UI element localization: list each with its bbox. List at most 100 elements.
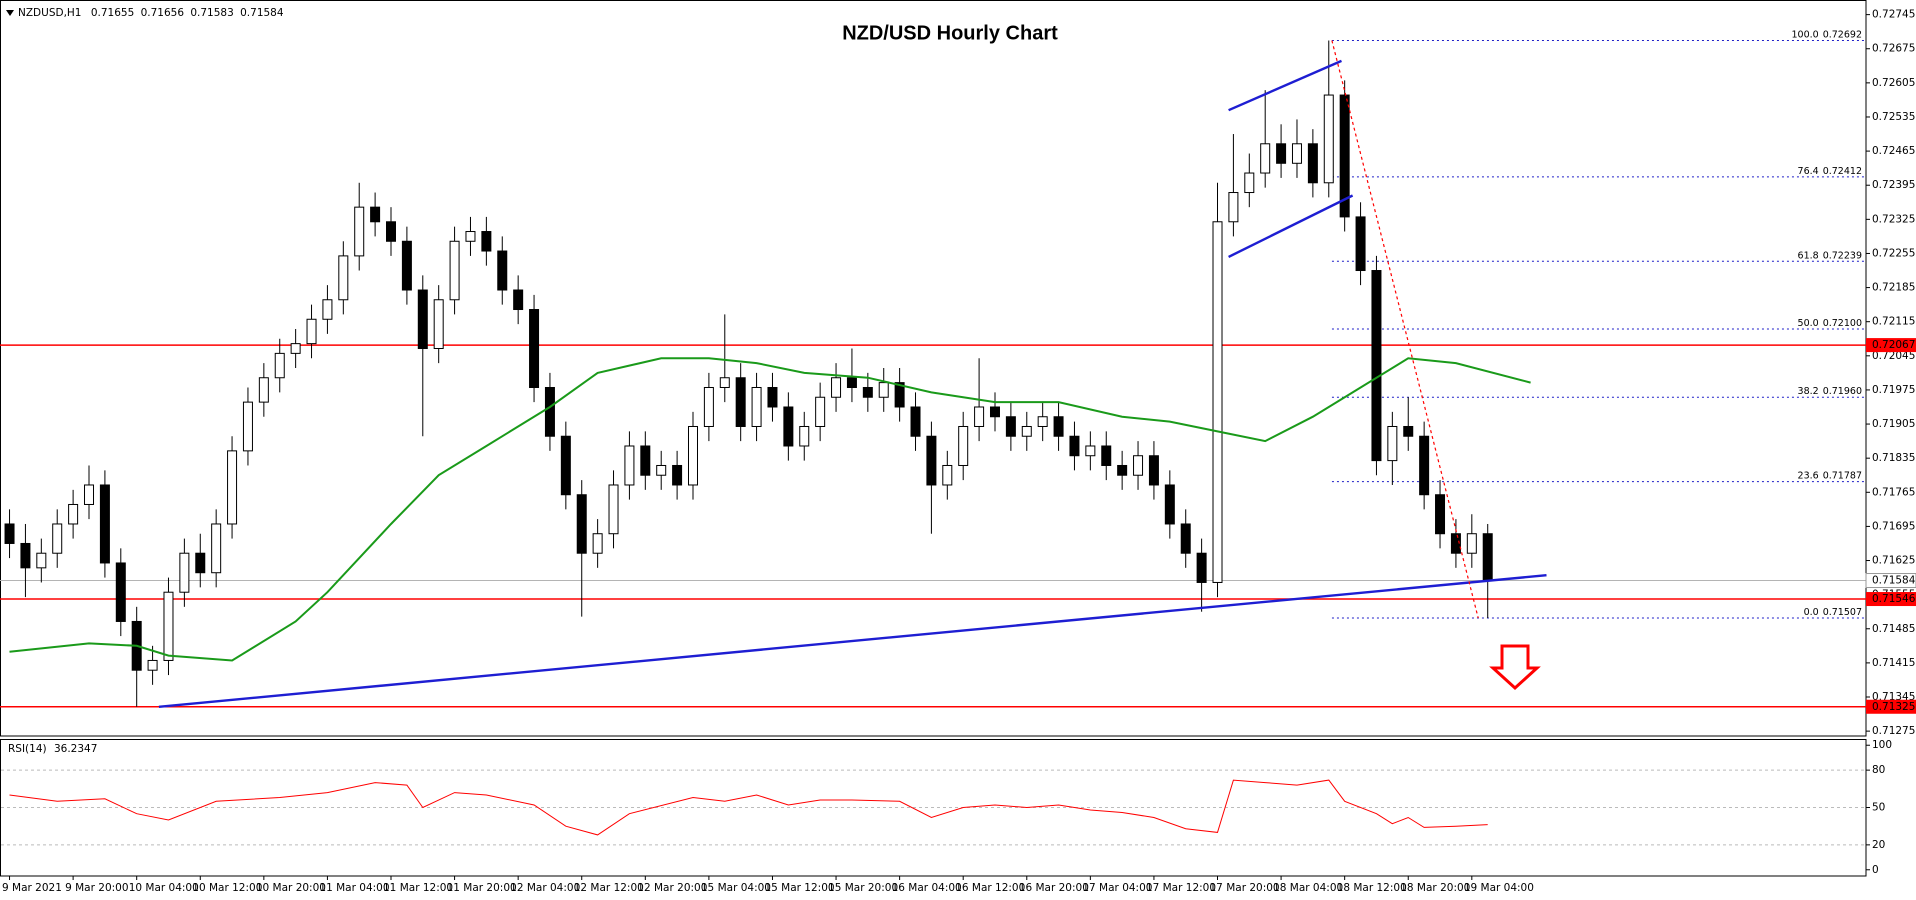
candle-body: [1435, 494, 1446, 535]
candle-body: [624, 445, 635, 486]
header: NZDUSD,H1 0.71655 0.71656 0.71583 0.7158…: [18, 7, 284, 19]
candle-body: [894, 382, 905, 408]
candle-body: [227, 450, 238, 525]
candle-body: [1307, 143, 1318, 184]
candle-body: [481, 231, 492, 252]
current-price-box: [1865, 573, 1916, 589]
candle-body: [68, 503, 79, 525]
candle-body: [878, 382, 889, 398]
x-tick-label: 17 Mar 04:00: [1082, 882, 1152, 894]
fib-label: 38.2 0.71960: [1798, 386, 1862, 397]
candle-body: [767, 386, 778, 408]
x-tick-label: 16 Mar 04:00: [892, 882, 962, 894]
y-tick-label: 0.71625: [1872, 555, 1915, 567]
main-panel-border: [0, 0, 1867, 737]
y-tick-label: 0.72045: [1872, 350, 1915, 362]
fib-level: 61.8: [1798, 250, 1819, 261]
x-tick-label: 15 Mar 12:00: [764, 882, 834, 894]
x-tick-label: 10 Mar 12:00: [192, 882, 262, 894]
x-tick-label: 17 Mar 12:00: [1146, 882, 1216, 894]
candle-body: [1355, 216, 1366, 272]
candle-body: [449, 240, 460, 301]
candle-body: [1387, 425, 1398, 462]
fib-label: 100.0 0.72692: [1792, 29, 1863, 40]
fib-label: 0.0 0.71507: [1804, 607, 1862, 618]
y-tick-label: 0.71975: [1872, 384, 1915, 396]
candle-body: [544, 386, 555, 437]
candle-body: [1005, 416, 1016, 437]
fib-label: 61.8 0.72239: [1798, 250, 1862, 261]
candle-body: [1101, 445, 1112, 466]
candle-body: [1037, 416, 1048, 427]
candle-body: [354, 206, 365, 257]
x-tick-label: 17 Mar 20:00: [1210, 882, 1280, 894]
candle-body: [322, 299, 333, 320]
x-tick-label: 9 Mar 20:00: [65, 882, 128, 894]
candle-body: [672, 464, 683, 486]
y-tick-label: 0.72745: [1872, 9, 1915, 21]
fib-price: 0.72100: [1823, 318, 1862, 329]
candle-body: [163, 591, 174, 661]
header-value: 0.71584: [240, 7, 284, 19]
x-tick-label: 18 Mar 20:00: [1400, 882, 1470, 894]
candle-body: [751, 386, 762, 427]
candle-body: [1276, 143, 1287, 164]
rsi-y-tick-label: 80: [1872, 764, 1885, 776]
fib-level: 76.4: [1798, 165, 1819, 176]
candle-body: [719, 377, 730, 388]
candle-body: [687, 425, 698, 486]
candle-body: [846, 377, 857, 388]
candle-body: [1419, 435, 1430, 496]
header-symbol: NZDUSD,H1: [18, 7, 81, 19]
x-tick-label: 15 Mar 04:00: [701, 882, 771, 894]
candle-body: [640, 445, 651, 476]
candle-body: [1260, 143, 1271, 174]
x-tick-label: 16 Mar 12:00: [955, 882, 1025, 894]
candle-body: [1069, 435, 1080, 457]
fib-level: 50.0: [1798, 318, 1819, 329]
candle-body: [608, 484, 619, 535]
level-label: 0.71546: [1872, 593, 1916, 605]
rsi-y-tick-label: 50: [1872, 802, 1885, 814]
header-value: 0.71655: [91, 7, 134, 19]
candle-body: [1371, 270, 1382, 462]
candle-body: [1323, 94, 1334, 184]
candle-body: [417, 289, 428, 350]
y-tick-label: 0.72115: [1872, 316, 1915, 328]
candle-body: [4, 523, 15, 544]
fib-level: 100.0: [1792, 29, 1819, 40]
fib-level: 0.0: [1804, 607, 1819, 618]
candle-body: [147, 659, 158, 671]
candle-body: [1180, 523, 1191, 554]
candle-body: [433, 299, 444, 350]
x-tick-label: 12 Mar 04:00: [510, 882, 580, 894]
level-label-box: [1866, 699, 1916, 714]
trendline: [158, 574, 1547, 708]
candle-body: [1085, 445, 1096, 457]
candle-body: [1053, 416, 1064, 437]
candle-body: [195, 552, 206, 574]
candle-body: [1133, 455, 1144, 476]
candle-body: [942, 464, 953, 486]
header-value: 0.71656: [141, 7, 185, 19]
candle-body: [1403, 425, 1414, 437]
fib-label: 76.4 0.72412: [1798, 165, 1862, 176]
header-value: 0.71583: [190, 7, 233, 19]
candle-body: [497, 250, 508, 291]
x-tick-label: 18 Mar 12:00: [1337, 882, 1407, 894]
fib-level: 23.6: [1798, 470, 1819, 481]
candle-body: [831, 377, 842, 398]
fib-price: 0.71507: [1823, 607, 1862, 618]
x-tick-label: 11 Mar 12:00: [383, 882, 453, 894]
candle-body: [1339, 94, 1350, 218]
candle-body: [926, 435, 937, 486]
candle-body: [910, 406, 921, 437]
y-tick-label: 0.71765: [1872, 486, 1915, 498]
x-tick-label: 15 Mar 20:00: [828, 882, 898, 894]
chart-title: NZD/USD Hourly Chart: [842, 22, 1058, 44]
candle-body: [290, 343, 301, 354]
fib-label: 23.6 0.71787: [1798, 470, 1862, 481]
candle-body: [513, 289, 524, 311]
candle-body: [1450, 533, 1461, 554]
